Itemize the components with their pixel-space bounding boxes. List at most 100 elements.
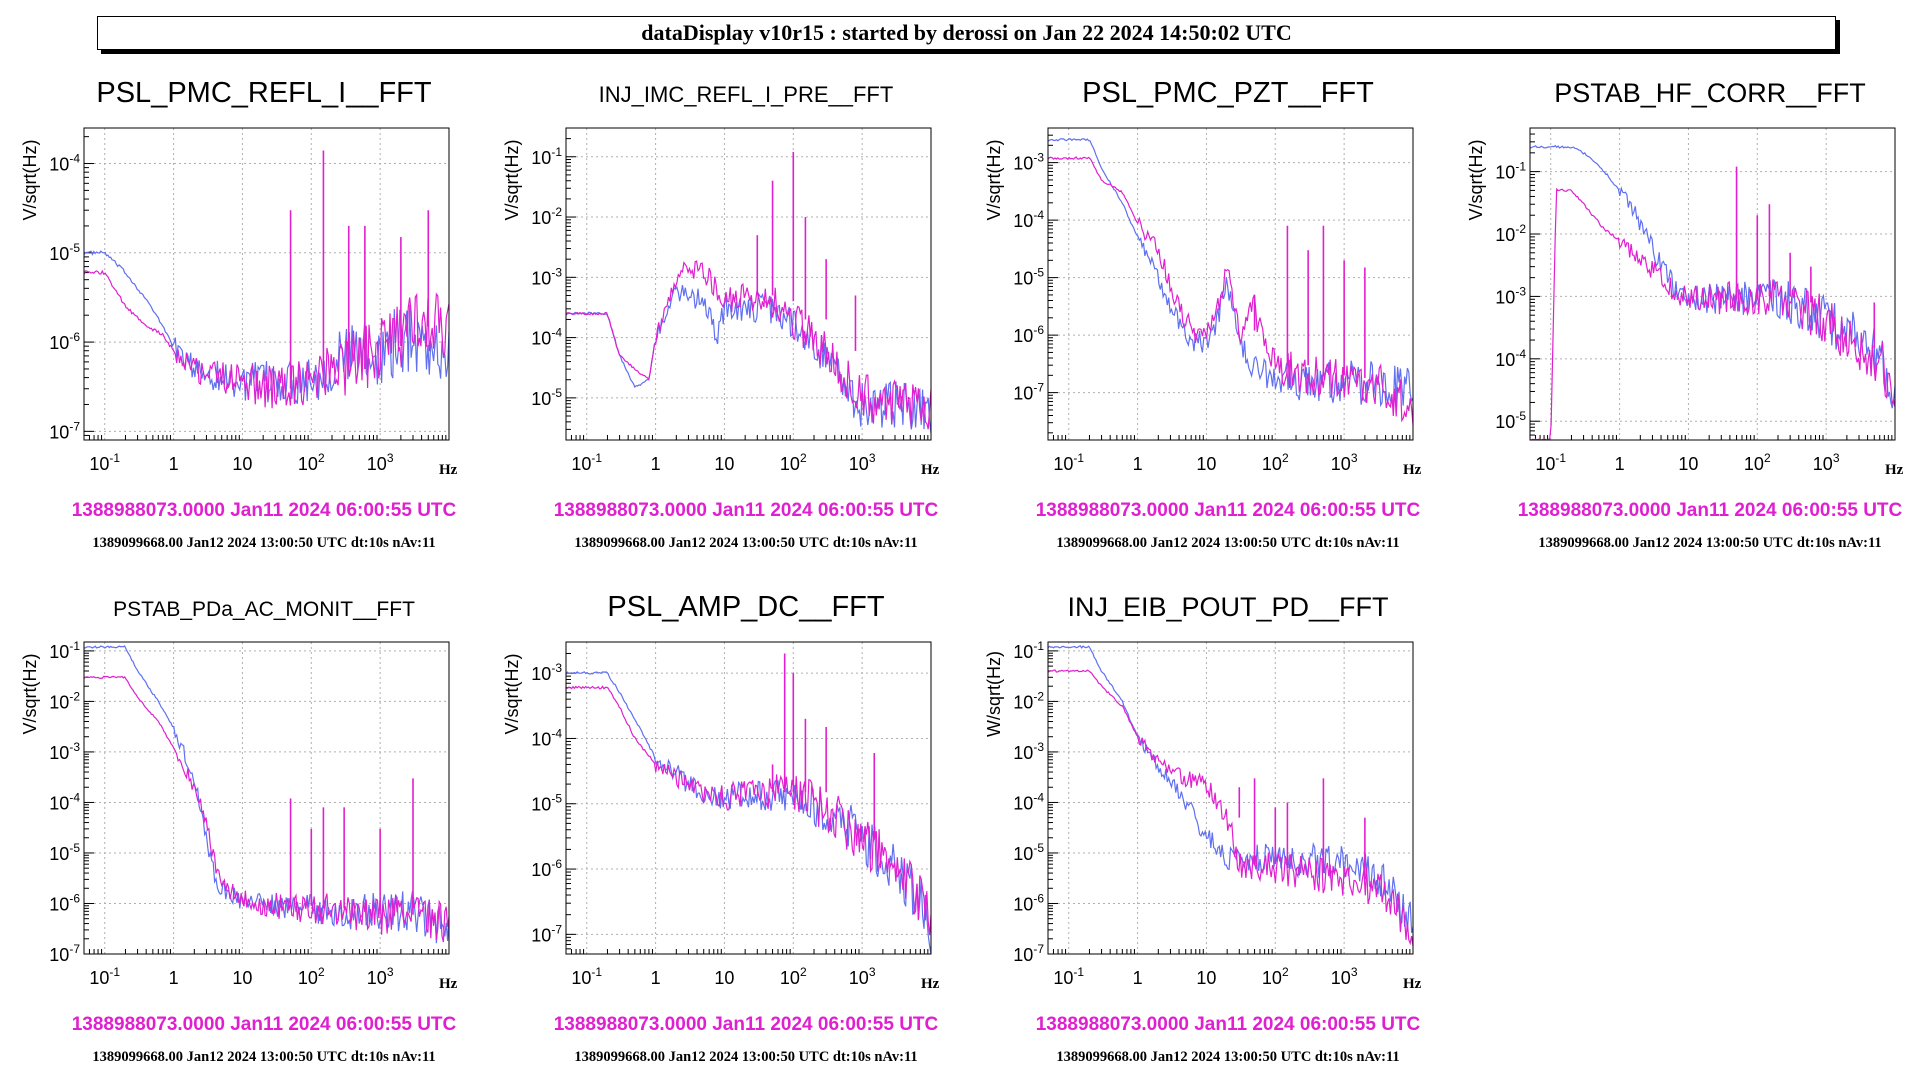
y-tick-label: 10-3: [531, 265, 562, 288]
y-tick-label: 10-4: [49, 790, 80, 813]
y-tick-label: 10-6: [49, 891, 80, 914]
reference-time-label: 1388988073.0000 Jan11 2024 06:00:55 UTC: [554, 500, 939, 521]
y-tick-label: 10-4: [531, 326, 562, 349]
y-axis-label: V/sqrt(Hz): [984, 140, 1004, 221]
y-tick-label: 10-4: [531, 726, 562, 749]
reference-spectrum-line: [1529, 187, 1896, 441]
x-tick-label: 102: [1262, 965, 1289, 988]
current-spectrum-line: [565, 671, 932, 955]
x-tick-label: 10: [1678, 454, 1698, 474]
y-tick-label: 10-2: [1495, 222, 1526, 245]
display-header-title: dataDisplay v10r15 : started by derossi …: [97, 16, 1836, 50]
x-tick-label: 10: [232, 454, 252, 474]
x-tick-label: 10-1: [1053, 451, 1084, 474]
x-tick-label: 102: [780, 451, 807, 474]
y-tick-label: 10-4: [49, 152, 80, 175]
fft-chart: PSTAB_HF_CORR__FFT V/sqrt(Hz) 10-1 1 10 102 10…: [1466, 78, 1904, 551]
y-tick-label: 10-7: [1013, 381, 1044, 404]
y-tick-label: 10-7: [49, 942, 80, 965]
plot-frame: [1047, 127, 1414, 441]
y-axis-label: V/sqrt(Hz): [502, 654, 522, 735]
y-tick-label: 10-6: [1013, 891, 1044, 914]
chart-panel: INJ_EIB_POUT_PD__FFT W/sqrt(Hz) 10-1 1 10 102…: [964, 572, 1444, 1082]
y-tick-label: 10-1: [49, 639, 80, 662]
y-tick-label: 10-1: [531, 145, 562, 168]
x-unit-label: Hz: [1403, 462, 1422, 478]
plot-frame: [1529, 127, 1896, 441]
x-tick-label: 10: [714, 454, 734, 474]
y-tick-label: 10-7: [1013, 942, 1044, 965]
current-spectrum-line: [1047, 645, 1414, 934]
x-tick-label: 10-1: [1535, 451, 1566, 474]
reference-spectrum-line: [565, 260, 932, 430]
x-tick-label: 102: [298, 965, 325, 988]
y-tick-label: 10-3: [1013, 740, 1044, 763]
plot-frame: [1047, 641, 1414, 955]
x-tick-label: 1: [1133, 454, 1143, 474]
x-tick-label: 102: [298, 451, 325, 474]
reference-time-label: 1388988073.0000 Jan11 2024 06:00:55 UTC: [1036, 500, 1421, 521]
x-tick-label: 10-1: [571, 965, 602, 988]
chart-panel: PSTAB_HF_CORR__FFT V/sqrt(Hz) 10-1 1 10 102 10…: [1446, 58, 1916, 568]
fft-chart: PSTAB_PDa_AC_MONIT__FFT V/sqrt(Hz) 10-1 1 10…: [20, 598, 458, 1065]
y-tick-label: 10-4: [1013, 790, 1044, 813]
reference-time-label: 1388988073.0000 Jan11 2024 06:00:55 UTC: [1036, 1014, 1421, 1035]
chart-title: PSTAB_PDa_AC_MONIT__FFT: [113, 598, 415, 621]
y-tick-label: 10-3: [1013, 151, 1044, 174]
x-unit-label: Hz: [921, 462, 940, 478]
y-tick-label: 10-6: [1013, 323, 1044, 346]
fft-chart: PSL_AMP_DC__FFT V/sqrt(Hz) 10-1 1 10 102 103 10…: [502, 591, 940, 1065]
y-tick-label: 10-5: [531, 386, 562, 409]
chart-title: PSL_AMP_DC__FFT: [607, 591, 884, 623]
fft-chart: INJ_IMC_REFL_I_PRE__FFT V/sqrt(Hz) 10-1 1 10…: [502, 82, 940, 551]
x-tick-label: 102: [780, 965, 807, 988]
x-grid: [1068, 128, 1345, 440]
x-tick-label: 10: [714, 968, 734, 988]
x-tick-label: 1: [651, 454, 661, 474]
y-tick-label: 10-2: [1013, 689, 1044, 712]
current-spectrum-line: [84, 645, 450, 944]
current-acquisition-info: 1389099668.00 Jan12 2024 13:00:50 UTC dt…: [574, 535, 917, 551]
reference-spectrum-line: [1047, 156, 1414, 425]
x-tick-label: 102: [1262, 451, 1289, 474]
x-unit-label: Hz: [921, 976, 940, 992]
y-tick-label: 10-4: [1495, 347, 1526, 370]
chart-panel: PSL_PMC_PZT__FFT V/sqrt(Hz) 10-1 1 10 102 103 1…: [964, 58, 1444, 568]
x-tick-label: 10-1: [571, 451, 602, 474]
y-tick-label: 10-5: [1013, 841, 1044, 864]
x-tick-label: 102: [1744, 451, 1771, 474]
plot-frame: [83, 127, 450, 441]
y-tick-label: 10-5: [1495, 409, 1526, 432]
x-tick-label: 10: [232, 968, 252, 988]
x-tick-label: 103: [367, 451, 394, 474]
current-acquisition-info: 1389099668.00 Jan12 2024 13:00:50 UTC dt…: [1056, 1049, 1399, 1065]
chart-panel: INJ_IMC_REFL_I_PRE__FFT V/sqrt(Hz) 10-1 1 10…: [482, 58, 962, 568]
reference-time-label: 1388988073.0000 Jan11 2024 06:00:55 UTC: [72, 1014, 457, 1035]
current-spectrum-line: [1529, 144, 1896, 409]
y-axis-label: V/sqrt(Hz): [502, 140, 522, 221]
x-tick-label: 10-1: [89, 451, 120, 474]
y-tick-label: 10-6: [49, 330, 80, 353]
x-tick-label: 1: [651, 968, 661, 988]
y-axis-label: V/sqrt(Hz): [20, 140, 40, 221]
chart-panel: PSL_AMP_DC__FFT V/sqrt(Hz) 10-1 1 10 102 103 10…: [482, 572, 962, 1082]
x-grid: [586, 128, 863, 440]
current-acquisition-info: 1389099668.00 Jan12 2024 13:00:50 UTC dt…: [1538, 535, 1881, 551]
chart-title: PSL_PMC_REFL_I__FFT: [96, 77, 432, 109]
x-tick-label: 103: [1331, 451, 1358, 474]
y-tick-label: 10-7: [531, 922, 562, 945]
y-tick-label: 10-2: [531, 205, 562, 228]
y-tick-label: 10-5: [531, 792, 562, 815]
current-acquisition-info: 1389099668.00 Jan12 2024 13:00:50 UTC dt…: [92, 535, 435, 551]
x-tick-label: 10-1: [1053, 965, 1084, 988]
x-unit-label: Hz: [1403, 976, 1422, 992]
current-acquisition-info: 1389099668.00 Jan12 2024 13:00:50 UTC dt…: [574, 1049, 917, 1065]
reference-spectrum-line: [83, 269, 450, 409]
current-spectrum-line: [83, 250, 450, 405]
y-tick-label: 10-3: [49, 740, 80, 763]
x-tick-label: 1: [1133, 968, 1143, 988]
reference-spectrum-line: [565, 685, 932, 936]
y-tick-label: 10-5: [1013, 266, 1044, 289]
x-tick-label: 10-1: [89, 965, 120, 988]
